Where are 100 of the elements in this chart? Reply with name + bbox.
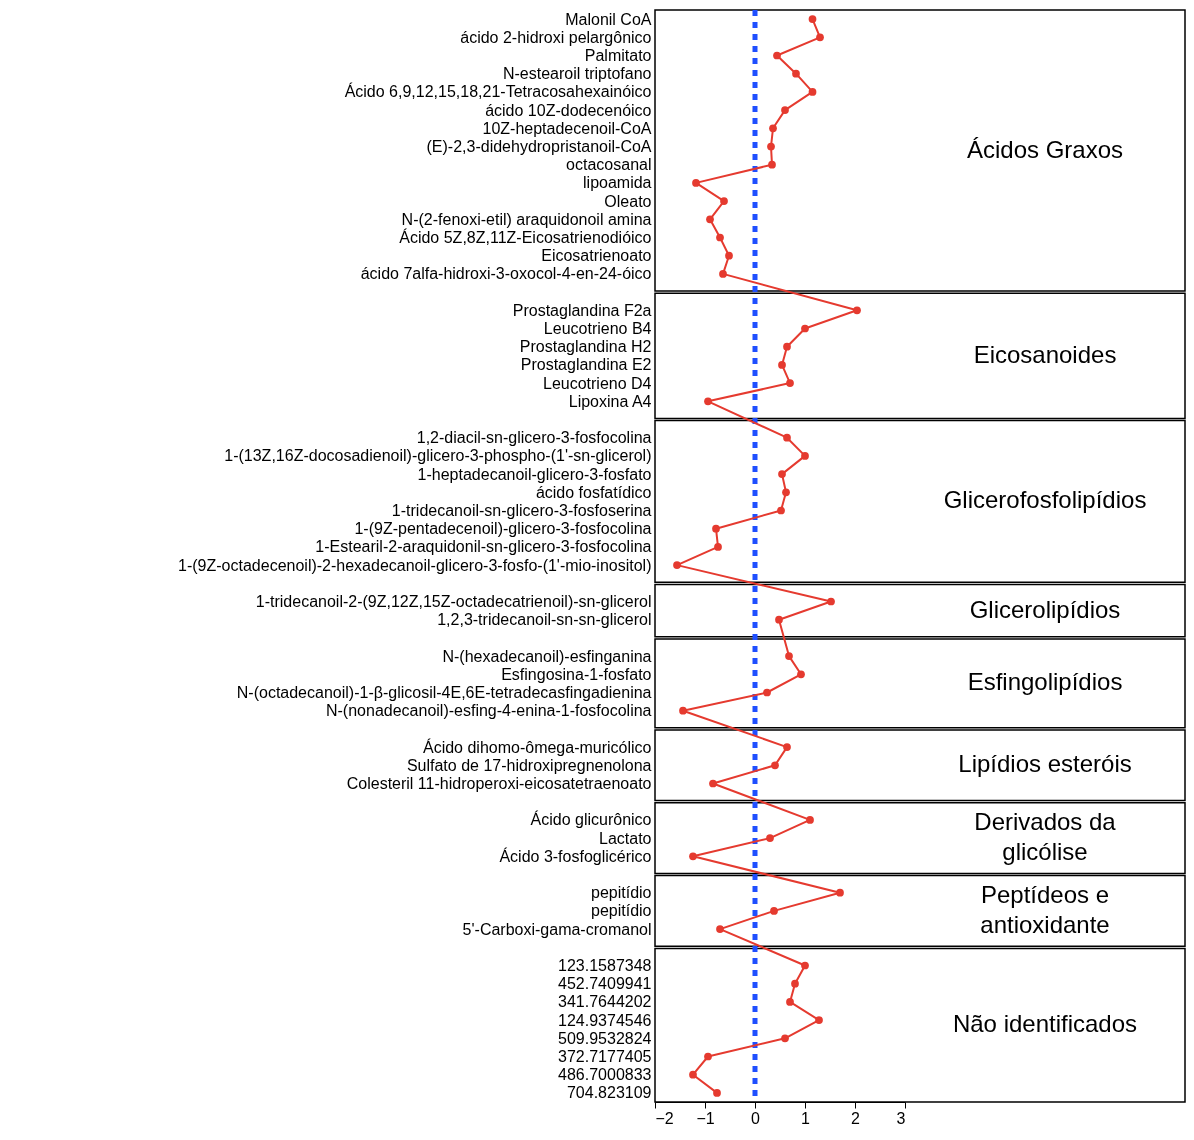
point xyxy=(786,998,794,1006)
y-tick-label: Colesteril 11-hidroperoxi-eicosatetraenoato xyxy=(346,775,652,792)
y-tick-label: Esfingosina-1-fosfato xyxy=(501,665,652,683)
y-tick-label: 1-(9Z-octadecenoil)-2-hexadecanoil-glicero-3-fosfo-(1'-mio-inositol) xyxy=(178,556,652,574)
point xyxy=(725,251,733,260)
y-tick-label: 1-heptadecanoil-glicero-3-fosfato xyxy=(417,465,652,483)
point xyxy=(714,543,722,551)
point xyxy=(716,925,724,933)
y-tick-label: ácido 10Z-dodecenóico xyxy=(485,101,652,119)
y-tick-label: 341.7644202 xyxy=(558,993,652,1011)
point xyxy=(782,488,790,497)
y-tick-label: Sulfato de 17-hidroxipregnenolona xyxy=(406,756,652,774)
point xyxy=(808,88,817,96)
y-tick-label: N-(octadecanoil)-1-β-glicosil-4E,6E-tetradecasfingadienina xyxy=(236,684,652,701)
y-tick-label: 123.1587348 xyxy=(558,957,652,974)
y-tick-label: ácido fosfatídico xyxy=(535,483,652,501)
point xyxy=(704,1052,712,1061)
band-label: Glicerofosfolipídios xyxy=(943,486,1147,514)
x-tick-label: −1 xyxy=(696,1109,715,1127)
y-tick-label: ácido 7alfa-hidroxi-3-oxocol-4-en-24-óico xyxy=(360,265,652,283)
band-label: Não identificados xyxy=(952,1010,1138,1038)
point xyxy=(778,361,786,369)
y-tick-label: 1-Estearil-2-araquidonil-sn-glicero-3-fosfocolina xyxy=(315,538,652,556)
point xyxy=(771,761,779,770)
y-tick-label: pepitídio xyxy=(591,902,652,920)
point xyxy=(770,907,778,915)
point xyxy=(712,524,720,533)
point xyxy=(713,1089,721,1097)
y-tick-label: 509.9532824 xyxy=(558,1029,652,1047)
point xyxy=(836,888,844,897)
point xyxy=(704,397,712,406)
y-tick-label: Eicosatrienoato xyxy=(541,247,652,265)
point xyxy=(786,379,794,387)
point xyxy=(785,652,793,660)
point xyxy=(777,506,785,515)
x-tick-label: 2 xyxy=(851,1109,861,1127)
y-tick-label: 486.7000833 xyxy=(558,1066,652,1084)
point xyxy=(719,270,727,278)
point xyxy=(763,688,771,697)
point xyxy=(791,979,799,988)
band-label: Glicerolipídios xyxy=(969,595,1121,623)
point xyxy=(769,124,777,133)
y-tick-label: N-(hexadecanoil)-esfinganina xyxy=(442,647,652,665)
y-tick-label: 704.823109 xyxy=(566,1084,652,1102)
y-tick-label: pepitídio xyxy=(591,884,652,902)
y-tick-label: Ácido glicurônico xyxy=(530,810,652,829)
y-tick-label: Ácido dihomo-ômega-muricólico xyxy=(422,737,652,756)
band-label: Eicosanoides xyxy=(973,340,1117,368)
y-tick-label: 1,2,3-tridecanoil-sn-sn-glicerol xyxy=(437,611,652,629)
band-label: Esfingolipídios xyxy=(967,668,1123,696)
y-tick-label: Leucotrieno D4 xyxy=(542,374,652,392)
point xyxy=(801,324,809,333)
y-tick-label: 1-tridecanoil-sn-glicero-3-fosfoserina xyxy=(391,502,652,519)
x-tick-label: 0 xyxy=(751,1109,761,1127)
band-label: Lipídios esteróis xyxy=(958,750,1132,778)
y-tick-label: 10Z-heptadecenoil-CoA xyxy=(482,119,652,137)
point xyxy=(801,452,809,460)
y-tick-label: Prostaglandina E2 xyxy=(520,356,652,374)
x-tick-label: −2 xyxy=(655,1109,674,1127)
y-tick-label: 1-(9Z-pentadecenoil)-glicero-3-fosfocolina xyxy=(354,520,652,538)
y-tick-label: 372.7177405 xyxy=(558,1048,652,1065)
y-tick-label: Malonil CoA xyxy=(565,10,652,28)
point xyxy=(827,597,835,606)
point xyxy=(709,779,717,788)
point xyxy=(781,106,789,114)
point xyxy=(775,615,783,624)
point xyxy=(783,433,791,442)
point xyxy=(778,470,786,478)
y-tick-label: Prostaglandina H2 xyxy=(519,338,652,356)
y-tick-label: 1-tridecanoil-2-(9Z,12Z,15Z-octadecatrienoil)-sn-glicerol xyxy=(255,593,652,610)
point xyxy=(797,670,805,679)
y-tick-label: Prostaglandina F2a xyxy=(512,301,652,319)
y-tick-label: Leucotrieno B4 xyxy=(543,320,652,337)
band-label: Ácidos Graxos xyxy=(966,135,1124,163)
point xyxy=(673,561,681,569)
y-tick-label: 1-(13Z,16Z-docosadienoil)-glicero-3-phospho-(1'-sn-glicerol) xyxy=(224,447,652,465)
point xyxy=(792,69,800,78)
y-tick-label: N-estearoil triptofano xyxy=(502,65,652,83)
y-tick-label: ácido 2-hidroxi pelargônico xyxy=(460,28,652,46)
y-tick-label: lipoamida xyxy=(583,174,652,192)
y-tick-label: Palmitato xyxy=(584,47,652,64)
point xyxy=(706,215,714,224)
y-tick-label: (E)-2,3-didehydropristanoil-CoA xyxy=(426,138,652,155)
y-tick-label: N-(nonadecanoil)-esfing-4-enina-1-fosfocolina xyxy=(325,702,652,720)
point xyxy=(768,160,776,169)
point xyxy=(808,15,817,23)
band-label: Peptídeos e antioxidante xyxy=(980,880,1110,938)
point xyxy=(767,142,775,151)
point xyxy=(689,852,697,861)
point xyxy=(783,342,791,351)
point xyxy=(773,51,781,60)
point xyxy=(689,1070,697,1079)
y-tick-label: 124.9374546 xyxy=(558,1011,652,1029)
point xyxy=(720,197,728,205)
point xyxy=(679,706,687,715)
point xyxy=(853,306,861,315)
y-tick-label: Lipoxina A4 xyxy=(568,392,652,410)
y-tick-label: 5'-Carboxi-gama-cromanol xyxy=(462,920,652,938)
point xyxy=(781,1034,789,1043)
point xyxy=(806,816,814,824)
